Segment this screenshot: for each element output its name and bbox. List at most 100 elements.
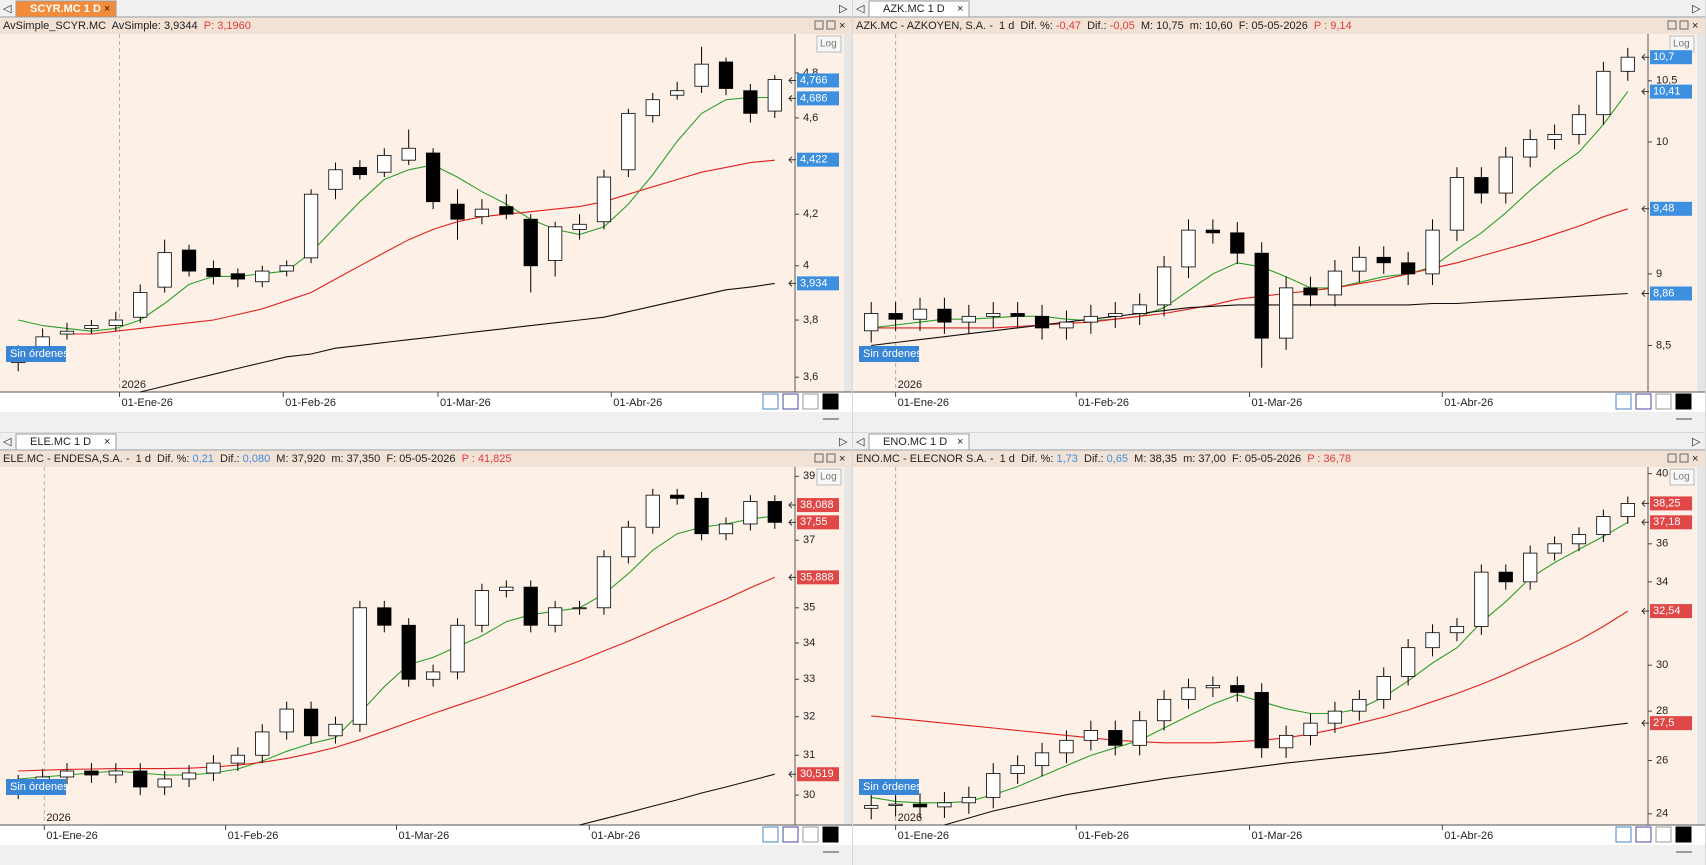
candle-body (1449, 177, 1465, 231)
minimize-btn[interactable] (814, 20, 824, 30)
toolbar-button[interactable] (802, 826, 819, 843)
toolbar-button[interactable] (1635, 393, 1652, 410)
price-tag-label: 32,54 (1653, 605, 1681, 617)
tab-scroll-right: ▷ (1692, 3, 1701, 15)
tab-scroll-right: ▷ (1692, 436, 1701, 448)
candle-body (133, 292, 148, 318)
price-tag (1650, 604, 1692, 619)
candle-body (108, 319, 123, 327)
tab-scroll-left: ◁ (3, 436, 12, 448)
chart-header: ENO.MC - ELECNOR S.A. - 1 d Dif. %: 1,73… (856, 453, 1351, 465)
candle-body (1376, 256, 1391, 264)
header-strip (853, 451, 1705, 467)
tab-label: ENO.MC 1 D (883, 436, 947, 448)
tab[interactable] (15, 433, 117, 451)
x-axis-strip (0, 392, 852, 412)
toolbar-button[interactable] (1655, 393, 1672, 410)
candle-body (181, 249, 197, 272)
candle-body (377, 154, 392, 173)
maximize-btn[interactable] (826, 20, 836, 30)
toolbar-button[interactable] (762, 826, 779, 843)
moving-average-line (871, 91, 1629, 329)
candle-body (1254, 252, 1269, 339)
log-button-label: Log (820, 39, 837, 50)
header-segment: 0,080 (243, 453, 271, 465)
candle-body (474, 208, 490, 218)
y-tick-label: 4,2 (803, 208, 818, 220)
candle-body (548, 226, 563, 261)
candle-body (84, 325, 99, 329)
candle-body (523, 218, 538, 267)
price-tag (1650, 50, 1692, 65)
candle-body (1156, 266, 1172, 306)
toolbar-button[interactable] (822, 826, 839, 843)
header-segment: P : 9,14 (1314, 20, 1352, 32)
toolbar-button[interactable] (1675, 393, 1692, 410)
x-tick-label: 01-Feb-26 (1078, 397, 1129, 409)
x-tick-label: 01-Ene-26 (46, 830, 97, 842)
toolbar-button[interactable] (1655, 826, 1672, 843)
price-tag (1650, 286, 1692, 301)
close-btn: × (1692, 20, 1698, 32)
header-segment: 1,73 (1056, 453, 1077, 465)
minimize-btn[interactable] (1667, 20, 1677, 30)
minimize-btn[interactable] (814, 453, 824, 463)
chart-header: AZK.MC - AZKOYEN, S.A. - 1 d Dif. %: -0,… (856, 20, 1352, 32)
x-tick-label: 01-Abr-26 (1444, 830, 1493, 842)
price-arrow (788, 95, 796, 102)
maximize-btn[interactable] (1679, 453, 1689, 463)
orders-badge-label: Sin órdenes (10, 781, 69, 793)
y-tick-label: 31 (803, 749, 815, 761)
right-scroll (1697, 34, 1705, 392)
y-tick-label: 10 (1656, 136, 1668, 148)
tab[interactable] (868, 0, 970, 18)
candle-body (1010, 313, 1025, 317)
candle-body (1181, 687, 1196, 700)
tab[interactable] (15, 0, 117, 18)
toolbar-button[interactable] (802, 393, 819, 410)
candle-body (1596, 516, 1611, 536)
toolbar-button[interactable] (1675, 826, 1692, 843)
header-segment: P: 3,1960 (204, 20, 251, 32)
toolbar-button[interactable] (822, 393, 839, 410)
candle-body (328, 169, 343, 190)
y-tick-label: 3,8 (803, 314, 818, 326)
candle-body (1230, 685, 1245, 693)
toolbar-button[interactable] (782, 393, 799, 410)
year-label: 2026 (898, 379, 922, 391)
x-axis-strip (0, 825, 852, 845)
minimize-btn[interactable] (1667, 453, 1677, 463)
tab-label: SCYR.MC 1 D (30, 3, 101, 15)
header-strip (0, 451, 852, 467)
orders-badge-label: Sin órdenes (10, 348, 69, 360)
price-tag-label: 10,7 (1653, 51, 1674, 63)
log-button[interactable] (816, 35, 842, 53)
y-tick-label: 4,6 (803, 112, 818, 124)
candle-body (1108, 313, 1123, 317)
price-tag (1650, 716, 1692, 731)
toolbar-button[interactable] (1635, 826, 1652, 843)
toolbar-button[interactable] (1615, 393, 1632, 410)
y-tick-label: 37 (803, 534, 815, 546)
candle-body (718, 523, 734, 535)
x-tick-label: 01-Abr-26 (591, 830, 640, 842)
moving-average-line (871, 610, 1629, 744)
toolbar-button[interactable] (1615, 826, 1632, 843)
log-button[interactable] (1669, 468, 1695, 486)
candle-body (59, 770, 75, 778)
price-tag-label: 4,686 (800, 92, 828, 104)
tab-close: × (104, 3, 110, 15)
candle-body (401, 147, 416, 161)
maximize-btn[interactable] (826, 453, 836, 463)
maximize-btn[interactable] (1679, 20, 1689, 30)
candle-body (133, 770, 148, 788)
chart-panel: ◁ ▷ ELE.MC 1 D × ELE.MC - ENDESA,S.A. - 1 d … (0, 433, 852, 865)
candle-body (1474, 177, 1489, 194)
plot-area (853, 467, 1697, 825)
price-tag (797, 498, 839, 513)
tab[interactable] (868, 433, 970, 451)
log-button[interactable] (816, 468, 842, 486)
toolbar-button[interactable] (782, 826, 799, 843)
header-segment: -0,47 (1056, 20, 1081, 32)
toolbar-button[interactable] (762, 393, 779, 410)
